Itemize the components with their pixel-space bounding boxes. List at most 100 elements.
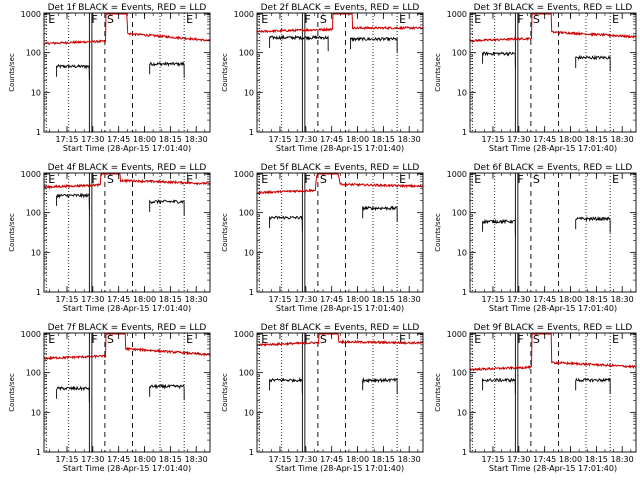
y-tick-label: 1000 — [234, 330, 254, 339]
x-tick-label: 17:30 — [507, 455, 530, 464]
events-series — [482, 51, 516, 68]
plot-frame — [256, 172, 424, 293]
y-axis-label: Counts/sec — [434, 213, 442, 252]
x-tick-label: 17:30 — [81, 295, 104, 304]
panel-title: Det 1f BLACK = Events, RED = LLD — [48, 3, 207, 13]
marker-label: E — [474, 333, 481, 346]
events-series — [362, 377, 398, 394]
x-tick-label: 17:15 — [481, 295, 504, 304]
x-tick-label: 18:15 — [372, 295, 395, 304]
y-tick-label: 1 — [462, 288, 467, 297]
x-tick-label: 17:15 — [481, 455, 504, 464]
x-tick-label: 18:15 — [159, 295, 182, 304]
marker-label: S — [320, 173, 327, 186]
y-tick-label: 10 — [457, 88, 467, 97]
marker-label: E — [261, 13, 268, 26]
events-series — [575, 377, 611, 394]
y-tick-label: 1000 — [21, 170, 41, 179]
x-tick-label: 18:15 — [585, 135, 608, 144]
x-tick-label: 17:45 — [320, 455, 343, 464]
y-tick-label: 10 — [244, 88, 254, 97]
x-tick-label: 18:00 — [133, 455, 156, 464]
lld-series — [43, 333, 211, 361]
y-tick-label: 1000 — [21, 330, 41, 339]
marker-label: S — [533, 173, 540, 186]
marker-label: F — [304, 13, 310, 26]
x-tick-label: 18:00 — [133, 135, 156, 144]
y-tick-label: 1000 — [234, 10, 254, 19]
y-tick-label: 100 — [26, 369, 41, 378]
plot-frame — [469, 332, 637, 453]
y-axis-label: Counts/sec — [8, 373, 16, 412]
marker-label: S — [320, 13, 327, 26]
y-tick-label: 1 — [249, 128, 254, 137]
y-tick-label: 1000 — [234, 170, 254, 179]
x-tick-label: 18:30 — [398, 455, 421, 464]
lld-series — [256, 333, 424, 347]
x-tick-label: 17:15 — [55, 455, 78, 464]
x-tick-label: 18:15 — [159, 135, 182, 144]
marker-label: S — [107, 333, 114, 346]
marker-label: S — [107, 173, 114, 186]
x-tick-label: 17:30 — [507, 295, 530, 304]
panel-title: Det 8f BLACK = Events, RED = LLD — [261, 323, 420, 333]
marker-label: F — [304, 333, 310, 346]
x-tick-label: 18:30 — [611, 455, 634, 464]
marker-label: E — [612, 13, 619, 26]
events-series — [149, 383, 185, 401]
x-tick-label: 17:45 — [533, 135, 556, 144]
x-tick-label: 17:15 — [268, 455, 291, 464]
x-tick-label: 17:45 — [107, 295, 130, 304]
marker-label: S — [107, 13, 114, 26]
events-series — [575, 54, 611, 72]
events-series — [56, 385, 90, 403]
y-tick-label: 1 — [462, 448, 467, 457]
x-tick-label: 17:30 — [294, 295, 317, 304]
x-axis-label: Start Time (28-Apr-15 17:01:40) — [276, 464, 404, 473]
plot-frame — [43, 12, 211, 133]
x-tick-label: 17:30 — [81, 135, 104, 144]
x-axis-label: Start Time (28-Apr-15 17:01:40) — [489, 464, 617, 473]
y-tick-label: 1000 — [447, 330, 467, 339]
events-series — [482, 377, 516, 394]
marker-label: E — [261, 173, 268, 186]
marker-label: E — [474, 13, 481, 26]
x-tick-label: 17:30 — [294, 135, 317, 144]
marker-label: F — [304, 173, 310, 186]
y-axis-label: Counts/sec — [434, 373, 442, 412]
x-tick-label: 18:00 — [346, 135, 369, 144]
lld-series — [256, 13, 424, 34]
plot-frame — [43, 332, 211, 453]
y-tick-label: 10 — [244, 248, 254, 257]
events-series — [269, 215, 303, 232]
y-tick-label: 100 — [452, 209, 467, 218]
events-series — [56, 192, 90, 210]
y-axis-label: Counts/sec — [8, 213, 16, 252]
y-tick-label: 100 — [452, 49, 467, 58]
events-series — [149, 198, 185, 216]
marker-label: S — [533, 333, 540, 346]
y-axis-label: Counts/sec — [221, 213, 229, 252]
x-axis-label: Start Time (28-Apr-15 17:01:40) — [276, 144, 404, 153]
x-tick-label: 18:30 — [185, 135, 208, 144]
x-tick-label: 18:00 — [346, 455, 369, 464]
y-axis-label: Counts/sec — [221, 373, 229, 412]
y-tick-label: 1 — [249, 288, 254, 297]
marker-label: S — [320, 333, 327, 346]
plot-frame — [256, 332, 424, 453]
x-tick-label: 18:30 — [611, 135, 634, 144]
y-tick-label: 1 — [36, 128, 41, 137]
y-tick-label: 100 — [452, 369, 467, 378]
y-tick-label: 100 — [239, 369, 254, 378]
lld-series — [43, 13, 211, 46]
y-tick-label: 10 — [31, 408, 41, 417]
events-series — [362, 204, 398, 222]
y-tick-label: 10 — [31, 88, 41, 97]
x-tick-label: 18:30 — [398, 295, 421, 304]
